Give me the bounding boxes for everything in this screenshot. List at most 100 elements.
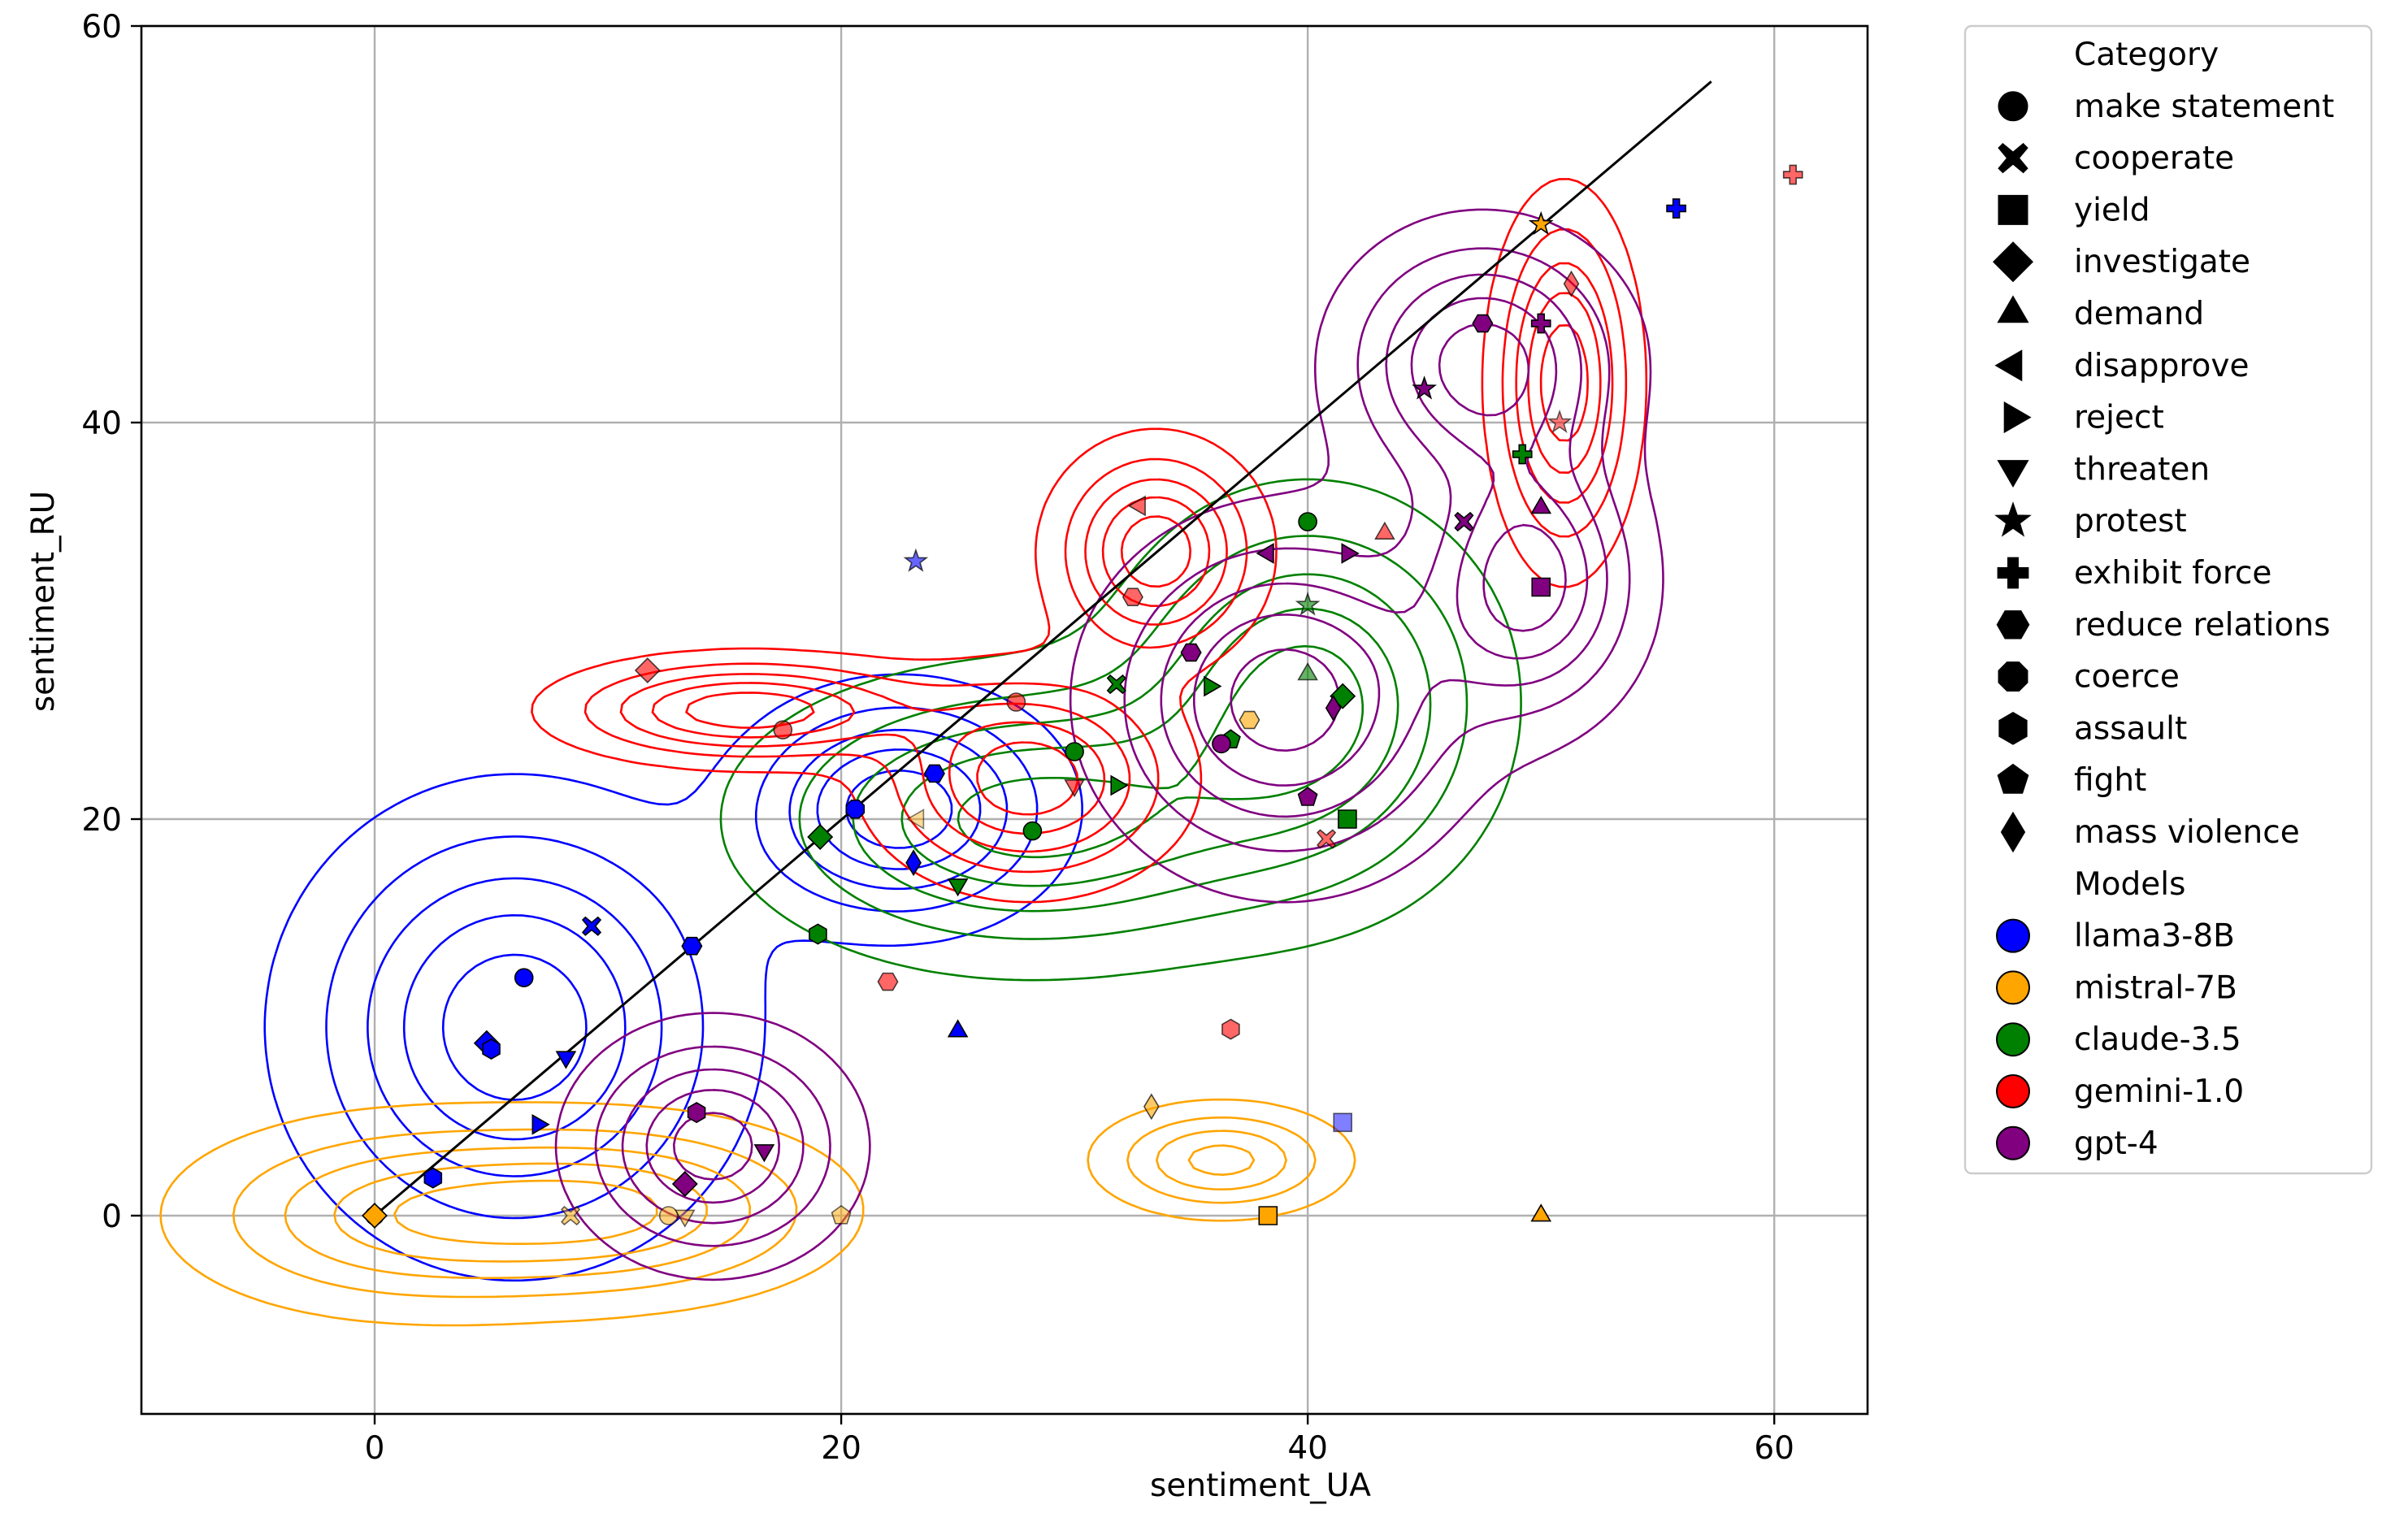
data-point bbox=[671, 1171, 698, 1197]
data-point bbox=[1528, 210, 1554, 236]
legend-category-label: disapprove bbox=[2074, 348, 2249, 384]
legend-model-swatch bbox=[1996, 1125, 2030, 1160]
legend-marker-thin-diamond bbox=[2000, 811, 2026, 853]
legend-marker-diamond bbox=[1992, 241, 2034, 283]
contour-line bbox=[284, 1130, 1287, 1280]
legend-marker-plus bbox=[1997, 557, 2029, 589]
contour-line bbox=[333, 1144, 1256, 1263]
data-point bbox=[1297, 662, 1318, 681]
y-axis-label: sentiment_RU bbox=[25, 491, 62, 712]
legend-category-label: demand bbox=[2074, 296, 2204, 332]
legend-marker-octagon bbox=[1998, 661, 2028, 692]
data-point bbox=[514, 968, 534, 987]
grid bbox=[141, 24, 1868, 1414]
legend-marker-triangle-left bbox=[1994, 349, 2023, 382]
x-tick-label: 20 bbox=[821, 1430, 861, 1467]
y-tick-label: 40 bbox=[81, 405, 122, 442]
data-point bbox=[581, 916, 602, 936]
data-point bbox=[1374, 521, 1395, 540]
contour-line bbox=[900, 607, 1399, 887]
contour-line bbox=[263, 673, 1083, 1282]
legend: Category make statement cooperate yield inve… bbox=[1963, 24, 2373, 1175]
contour-mistral-7B bbox=[159, 1098, 1356, 1327]
contour-line bbox=[957, 644, 1364, 859]
data-point bbox=[947, 878, 969, 897]
legend-category-label: protest bbox=[2074, 503, 2187, 540]
legend-category-label: reduce relations bbox=[2074, 607, 2330, 644]
contour-gpt-4 bbox=[554, 208, 1664, 1281]
scatter-points bbox=[362, 164, 1803, 1229]
data-point bbox=[1204, 675, 1222, 697]
data-point bbox=[1412, 375, 1437, 400]
legend-marker-square bbox=[1998, 194, 2028, 225]
plot-frame bbox=[140, 24, 1869, 1416]
data-point bbox=[923, 764, 945, 783]
contour-gemini-1.0 bbox=[531, 178, 1648, 904]
data-point bbox=[658, 1206, 679, 1225]
legend-model-swatch bbox=[1996, 970, 2030, 1005]
data-point bbox=[1127, 495, 1146, 517]
legend-model-label: llama3-8B bbox=[2074, 918, 2235, 955]
data-point bbox=[1530, 496, 1552, 514]
legend-category-label: make statement bbox=[2074, 89, 2334, 125]
data-point bbox=[482, 1038, 501, 1060]
contour-line bbox=[554, 208, 1664, 1281]
data-point bbox=[1333, 1112, 1352, 1133]
data-point bbox=[807, 824, 834, 850]
density-contours bbox=[159, 178, 1664, 1327]
data-point bbox=[1782, 164, 1803, 185]
legend-category-label: exhibit force bbox=[2074, 555, 2271, 592]
data-point bbox=[1106, 674, 1126, 695]
x-tick-label: 40 bbox=[1287, 1430, 1328, 1467]
data-point bbox=[1239, 710, 1260, 730]
data-point bbox=[1022, 821, 1043, 841]
data-point bbox=[773, 720, 793, 739]
legend-marker-pentagon bbox=[1997, 763, 2029, 794]
legend-category-label: fight bbox=[2074, 762, 2146, 799]
legend-marker-triangle-up bbox=[1997, 295, 2029, 323]
contour-line bbox=[441, 770, 953, 1101]
legend-model-label: gpt-4 bbox=[2074, 1125, 2159, 1162]
contour-line bbox=[672, 323, 1567, 1181]
x-axis-label: sentiment_UA bbox=[1150, 1468, 1371, 1504]
legend-category-label: investigate bbox=[2074, 244, 2250, 280]
y-tick-label: 20 bbox=[81, 802, 122, 839]
legend-marker-star bbox=[1994, 501, 2032, 537]
data-point bbox=[1530, 1203, 1552, 1222]
data-point bbox=[1472, 314, 1494, 333]
legend-category-title: Category bbox=[2074, 37, 2219, 73]
x-tick-label: 0 bbox=[365, 1430, 385, 1467]
data-point bbox=[1110, 774, 1129, 796]
data-point bbox=[1006, 692, 1026, 712]
legend-marker-hexagon bbox=[1998, 712, 2028, 745]
data-point bbox=[947, 1019, 969, 1038]
data-point bbox=[1341, 543, 1360, 564]
legend-model-swatch bbox=[1996, 918, 2030, 953]
axes: 0 20 40 60 0 20 40 60 bbox=[81, 9, 1869, 1467]
data-point bbox=[1325, 694, 1342, 722]
legend-marker-triangle-down bbox=[1997, 460, 2029, 488]
data-point bbox=[753, 1144, 775, 1163]
data-point bbox=[687, 1102, 706, 1124]
data-point bbox=[831, 1204, 852, 1225]
legend-category-label: reject bbox=[2074, 400, 2164, 436]
legend-model-label: mistral-7B bbox=[2074, 969, 2237, 1006]
data-point bbox=[1317, 829, 1337, 849]
data-point bbox=[877, 972, 899, 991]
contour-claude-3.5 bbox=[719, 478, 1522, 982]
legend-box bbox=[1963, 24, 2373, 1175]
data-point bbox=[362, 1203, 388, 1229]
data-point bbox=[903, 548, 929, 572]
legend-models-title: Models bbox=[2074, 866, 2185, 903]
legend-marker-hexagon-flat bbox=[1996, 610, 2030, 640]
contour-line bbox=[852, 573, 1432, 913]
data-point bbox=[1563, 270, 1580, 297]
data-point bbox=[1298, 512, 1317, 531]
data-point bbox=[1512, 444, 1533, 465]
data-point bbox=[1258, 1206, 1278, 1225]
legend-category-label: yield bbox=[2074, 192, 2150, 228]
contour-line bbox=[584, 228, 1628, 874]
data-point bbox=[905, 809, 925, 830]
legend-category-label: mass violence bbox=[2074, 814, 2300, 851]
